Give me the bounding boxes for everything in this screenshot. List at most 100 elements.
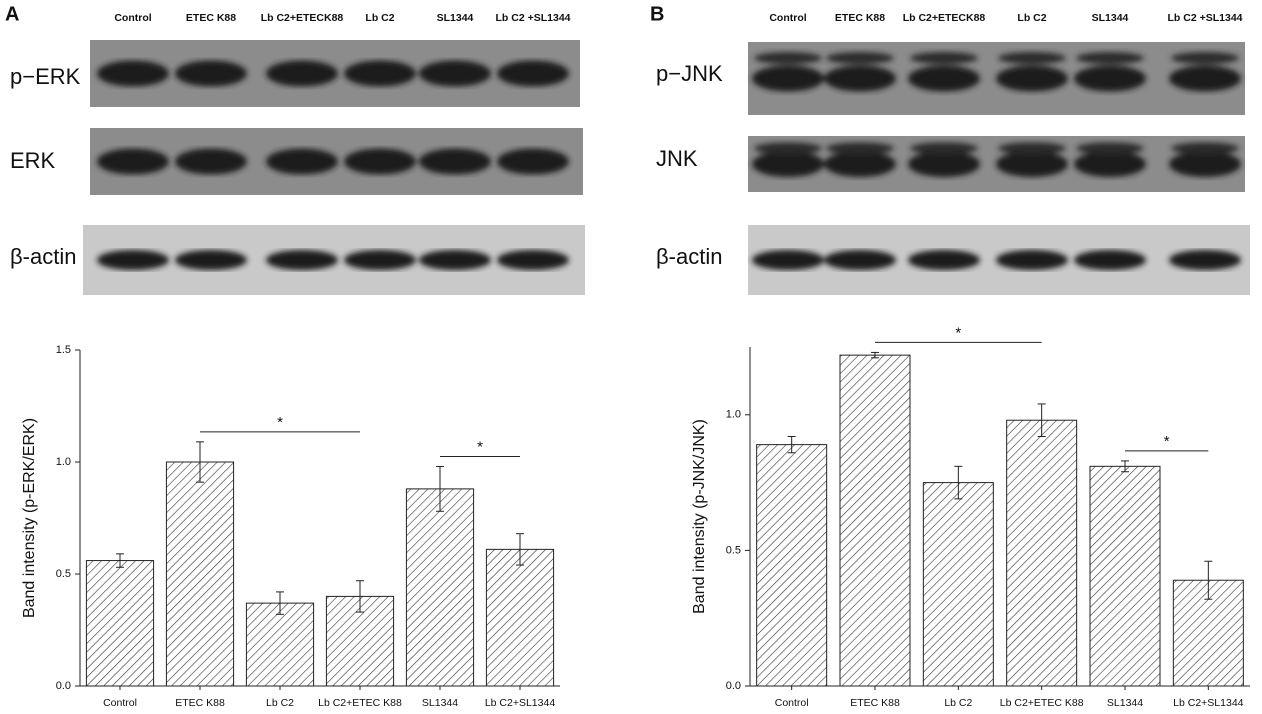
band: [175, 60, 247, 87]
band: [419, 250, 491, 270]
significance-label: *: [1164, 433, 1170, 450]
band: [1076, 142, 1144, 155]
lane-label: Control: [114, 12, 151, 24]
lane-label: SL1344: [1092, 12, 1129, 24]
band: [1169, 151, 1241, 177]
band: [826, 52, 894, 65]
band: [97, 148, 169, 175]
bar: [165, 461, 235, 687]
band: [1074, 151, 1146, 177]
band: [998, 142, 1066, 155]
band: [266, 148, 338, 175]
band: [175, 148, 247, 175]
y-tick-label: 0.0: [726, 680, 741, 692]
row-label: β-actin: [656, 244, 722, 269]
band: [824, 65, 896, 92]
band: [419, 148, 491, 175]
band: [998, 52, 1066, 65]
band: [344, 148, 416, 175]
band: [996, 65, 1068, 92]
x-tick-label: Lb C2+ETEC K88: [318, 697, 402, 709]
y-tick-label: 1.0: [726, 409, 741, 421]
lane-label: Lb C2: [1017, 12, 1046, 24]
band: [908, 151, 980, 177]
blot-bands: [752, 142, 1241, 177]
lane-label: Control: [769, 12, 806, 24]
band: [497, 148, 569, 175]
x-tick-label: Control: [103, 697, 137, 709]
band: [908, 65, 980, 92]
y-axis-label: Band intensity (p-JNK/JNK): [691, 419, 708, 614]
band: [826, 142, 894, 155]
error-bar: [356, 580, 364, 613]
x-tick-label: Control: [775, 697, 809, 709]
lane-label: ETEC K88: [835, 12, 885, 24]
band: [1171, 52, 1239, 65]
bar: [85, 560, 155, 687]
lane-label: Lb C2+ETECK88: [903, 12, 986, 24]
y-tick-label: 1.0: [56, 456, 71, 468]
row-label: p−JNK: [656, 61, 723, 86]
error-bar: [516, 533, 524, 566]
band: [497, 60, 569, 87]
lane-label: Lb C2 +SL1344: [1168, 12, 1243, 24]
band: [266, 60, 338, 87]
band: [1169, 65, 1241, 92]
blot-bands: [97, 250, 569, 270]
error-bar: [787, 435, 796, 454]
band: [97, 250, 169, 270]
error-bar: [954, 465, 963, 500]
error-bar: [1204, 560, 1213, 600]
significance-label: *: [477, 438, 483, 455]
band: [175, 250, 247, 270]
band: [1076, 52, 1144, 65]
band: [344, 60, 416, 87]
bar: [245, 602, 315, 687]
row-label: β-actin: [10, 244, 76, 269]
x-tick-label: Lb C2+ETEC K88: [1000, 697, 1084, 709]
lane-label: Lb C2: [365, 12, 394, 24]
x-tick-label: Lb C2+SL1344: [1173, 697, 1244, 709]
error-bar: [196, 441, 204, 483]
band: [97, 60, 169, 87]
band: [754, 52, 822, 65]
band: [910, 142, 978, 155]
panel-label: B: [650, 3, 664, 25]
band: [908, 250, 980, 270]
band: [752, 65, 824, 92]
band: [1074, 65, 1146, 92]
band: [824, 151, 896, 177]
band: [752, 250, 824, 270]
error-bar: [1121, 460, 1129, 473]
band: [752, 151, 824, 177]
row-label: JNK: [656, 146, 698, 171]
error-bar: [276, 591, 284, 615]
band: [1074, 250, 1146, 270]
x-tick-label: SL1344: [422, 697, 458, 709]
panel-label: A: [5, 3, 19, 25]
blot-bands: [97, 148, 569, 175]
y-axis-label: Band intensity (p-ERK/ERK): [21, 418, 38, 618]
lane-label: Lb C2 +SL1344: [496, 12, 571, 24]
bar: [1089, 465, 1161, 687]
row-label: ERK: [10, 148, 56, 173]
band: [1171, 142, 1239, 155]
bar: [922, 482, 994, 687]
error-bar: [1037, 403, 1046, 437]
error-bar: [871, 351, 879, 359]
band: [996, 250, 1068, 270]
bar: [756, 444, 828, 687]
lane-label: SL1344: [437, 12, 474, 24]
band: [754, 142, 822, 155]
bar: [405, 488, 475, 687]
band: [497, 250, 569, 270]
x-tick-label: Lb C2: [944, 697, 972, 709]
y-tick-label: 0.5: [56, 568, 71, 580]
band: [1169, 250, 1241, 270]
blot-bands: [752, 52, 1241, 92]
band: [344, 250, 416, 270]
blot-bands: [752, 250, 1241, 270]
x-tick-label: SL1344: [1107, 697, 1143, 709]
y-tick-label: 0.0: [56, 680, 71, 692]
